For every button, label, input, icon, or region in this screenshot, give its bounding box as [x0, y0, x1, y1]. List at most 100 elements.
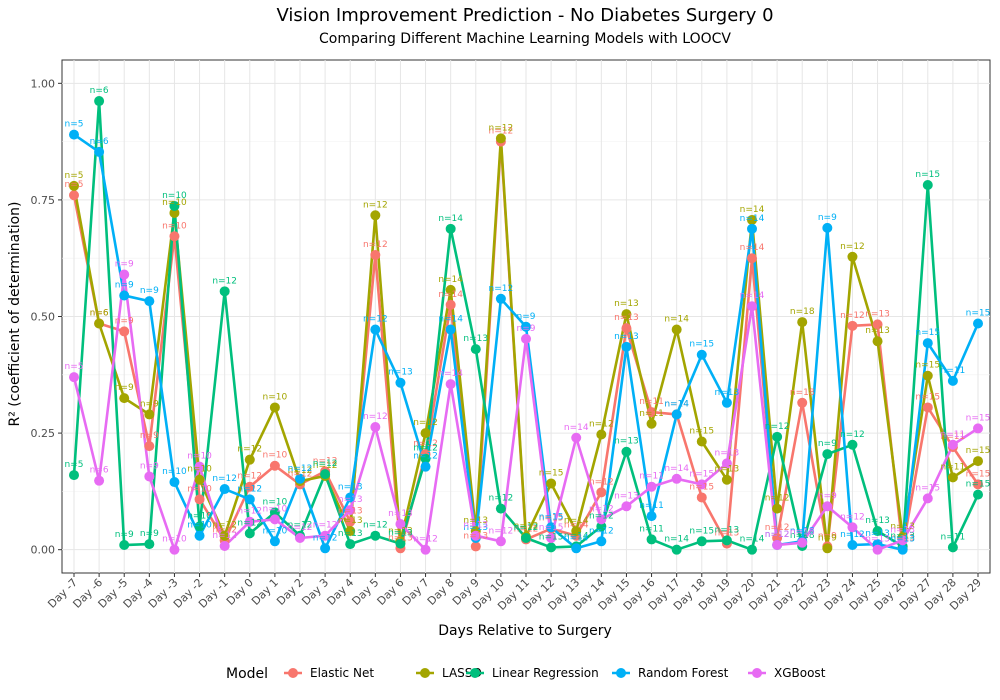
point-annotation: n=12	[288, 464, 313, 474]
data-point	[445, 223, 456, 234]
x-tick-label: Day 6	[375, 576, 407, 608]
data-point	[69, 190, 79, 201]
data-point	[169, 207, 180, 218]
data-point	[922, 179, 933, 190]
data-point	[119, 326, 130, 337]
data-point	[797, 397, 808, 408]
data-point	[395, 519, 406, 530]
data-point	[822, 222, 833, 233]
data-point	[119, 393, 130, 404]
point-annotation: n=15	[539, 532, 564, 542]
point-annotation: n=9	[140, 461, 159, 471]
data-point	[546, 542, 557, 553]
data-point	[596, 521, 607, 532]
point-annotation: n=10	[187, 452, 212, 462]
data-point	[747, 301, 757, 312]
point-annotation: n=12	[489, 526, 514, 536]
point-annotation: n=13	[865, 535, 890, 545]
point-annotation: n=6	[90, 308, 109, 318]
y-tick-label: 0.50	[31, 311, 56, 324]
data-point	[370, 324, 381, 335]
point-annotation: n=5	[65, 171, 84, 181]
y-tick-label: 1.00	[31, 77, 56, 90]
legend-key-point	[752, 668, 762, 678]
point-annotation: n=12	[514, 522, 539, 532]
point-annotation: n=12	[363, 315, 388, 325]
legend-label: Elastic Net	[310, 666, 374, 680]
point-annotation: n=5	[65, 460, 84, 470]
point-annotation: n=15	[915, 392, 940, 402]
point-annotation: n=12	[313, 521, 338, 531]
point-annotation: n=11	[941, 432, 966, 442]
data-point	[847, 522, 858, 533]
point-annotation: n=12	[313, 459, 338, 469]
point-annotation: n=12	[840, 530, 865, 540]
point-annotation: n=18	[790, 531, 815, 541]
data-point	[696, 536, 707, 547]
data-point	[797, 317, 808, 328]
point-annotation: n=6	[90, 86, 109, 96]
point-annotation: n=10	[187, 521, 212, 531]
point-annotation: n=13	[890, 531, 915, 541]
point-annotation: n=12	[589, 526, 614, 536]
point-annotation: n=9	[115, 281, 134, 291]
data-point	[571, 526, 582, 537]
point-annotation: n=13	[338, 482, 363, 492]
data-point	[69, 180, 79, 191]
point-annotation: n=13	[388, 526, 413, 536]
data-point	[194, 530, 205, 541]
point-annotation: n=13	[388, 368, 413, 378]
point-annotation: n=13	[614, 313, 639, 323]
data-point	[696, 349, 707, 360]
data-point	[69, 129, 79, 140]
point-annotation: n=12	[589, 511, 614, 521]
point-annotation: n=15	[966, 446, 991, 456]
point-annotation: n=10	[263, 504, 288, 514]
data-point	[395, 538, 406, 549]
data-point	[596, 487, 607, 498]
data-point	[922, 370, 933, 381]
point-annotation: n=12	[363, 200, 388, 210]
data-point	[495, 293, 506, 304]
data-point	[269, 536, 280, 547]
data-point	[144, 441, 155, 452]
point-annotation: n=6	[90, 466, 109, 476]
point-annotation: n=5	[65, 180, 84, 190]
data-point	[571, 543, 582, 554]
x-tick-label: Day 7	[400, 576, 432, 608]
data-point	[822, 449, 833, 460]
point-annotation: n=9	[140, 431, 159, 441]
point-annotation: n=11	[639, 409, 664, 419]
data-point	[521, 533, 531, 544]
point-annotation: n=5	[65, 362, 84, 372]
point-annotation: n=15	[689, 426, 714, 436]
point-annotation: n=11	[639, 472, 664, 482]
data-point	[747, 223, 757, 234]
data-point	[370, 210, 381, 221]
point-annotation: n=14	[740, 291, 765, 301]
point-annotation: n=14	[564, 531, 589, 541]
data-point	[822, 501, 833, 512]
data-point	[596, 536, 607, 547]
y-tick-label: 0.25	[31, 427, 56, 440]
point-annotation: n=12	[237, 472, 262, 482]
data-point	[445, 284, 456, 295]
data-point	[621, 446, 632, 457]
point-annotation: n=9	[140, 286, 159, 296]
data-point	[922, 493, 933, 504]
point-annotation: n=12	[413, 418, 438, 428]
data-point	[244, 454, 255, 465]
point-annotation: n=18	[790, 526, 815, 536]
point-annotation: n=12	[765, 530, 790, 540]
point-annotation: n=15	[966, 480, 991, 490]
point-annotation: n=13	[890, 535, 915, 545]
point-annotation: n=13	[614, 437, 639, 447]
data-point	[470, 344, 481, 355]
data-point	[420, 453, 431, 464]
point-annotation: n=13	[388, 529, 413, 539]
data-point	[546, 478, 557, 489]
data-point	[420, 461, 431, 472]
point-annotation: n=15	[539, 523, 564, 533]
data-point	[797, 537, 808, 548]
